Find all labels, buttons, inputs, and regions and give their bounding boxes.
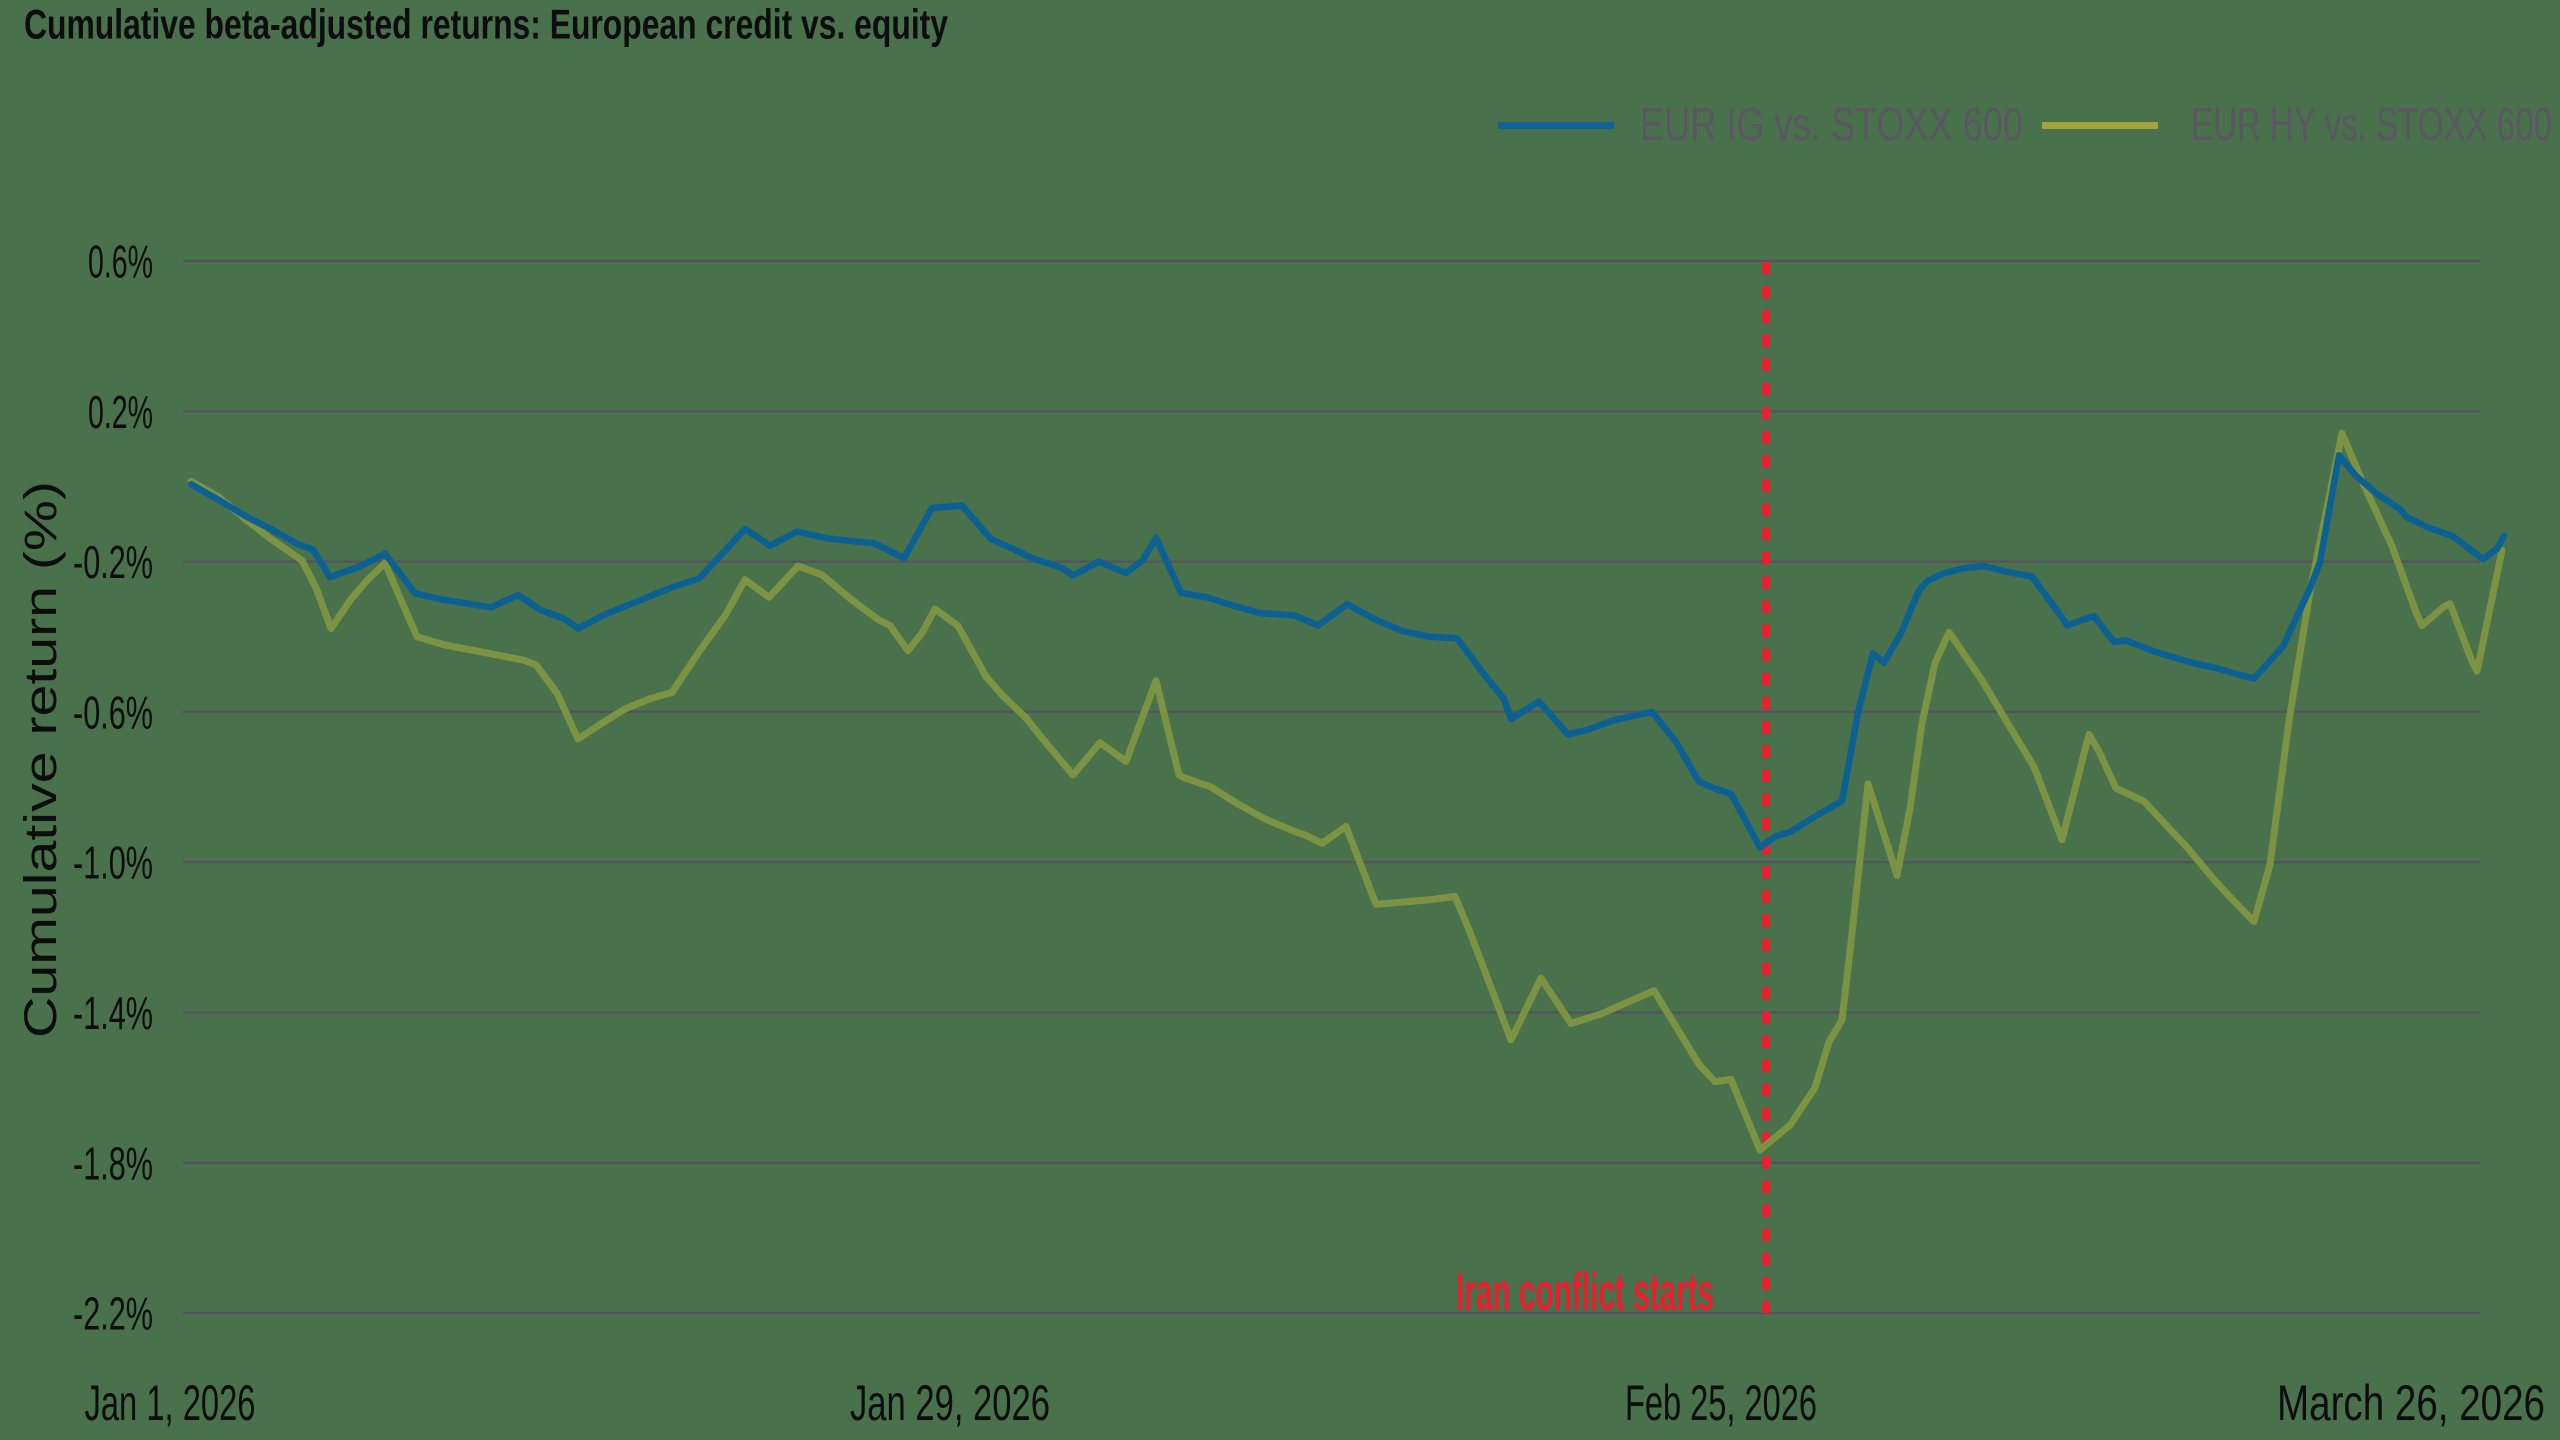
svg-text:Jan 1, 2026: Jan 1, 2026 <box>85 1375 256 1431</box>
svg-text:Cumulative beta-adjusted retur: Cumulative beta-adjusted returns: Europe… <box>24 1 948 48</box>
svg-text:0.6%: 0.6% <box>88 236 153 288</box>
svg-text:-1.8%: -1.8% <box>73 1137 153 1189</box>
svg-text:Jan 29, 2026: Jan 29, 2026 <box>850 1375 1050 1431</box>
svg-text:-1.0%: -1.0% <box>73 837 153 889</box>
svg-text:Feb 25, 2026: Feb 25, 2026 <box>1625 1375 1817 1431</box>
svg-text:Cumulative return (%): Cumulative return (%) <box>15 481 66 1038</box>
svg-text:-1.4%: -1.4% <box>73 987 153 1039</box>
svg-text:March 26, 2026: March 26, 2026 <box>2277 1375 2545 1431</box>
svg-text:EUR HY vs. STOXX 600: EUR HY vs. STOXX 600 <box>2191 98 2552 150</box>
svg-text:EUR IG vs. STOXX 600: EUR IG vs. STOXX 600 <box>1640 98 2023 150</box>
svg-text:Iran conflict starts: Iran conflict starts <box>1456 1263 1714 1322</box>
svg-text:-0.2%: -0.2% <box>73 536 153 588</box>
svg-text:-0.6%: -0.6% <box>73 686 153 738</box>
svg-text:0.2%: 0.2% <box>88 386 153 438</box>
svg-text:-2.2%: -2.2% <box>73 1288 153 1340</box>
